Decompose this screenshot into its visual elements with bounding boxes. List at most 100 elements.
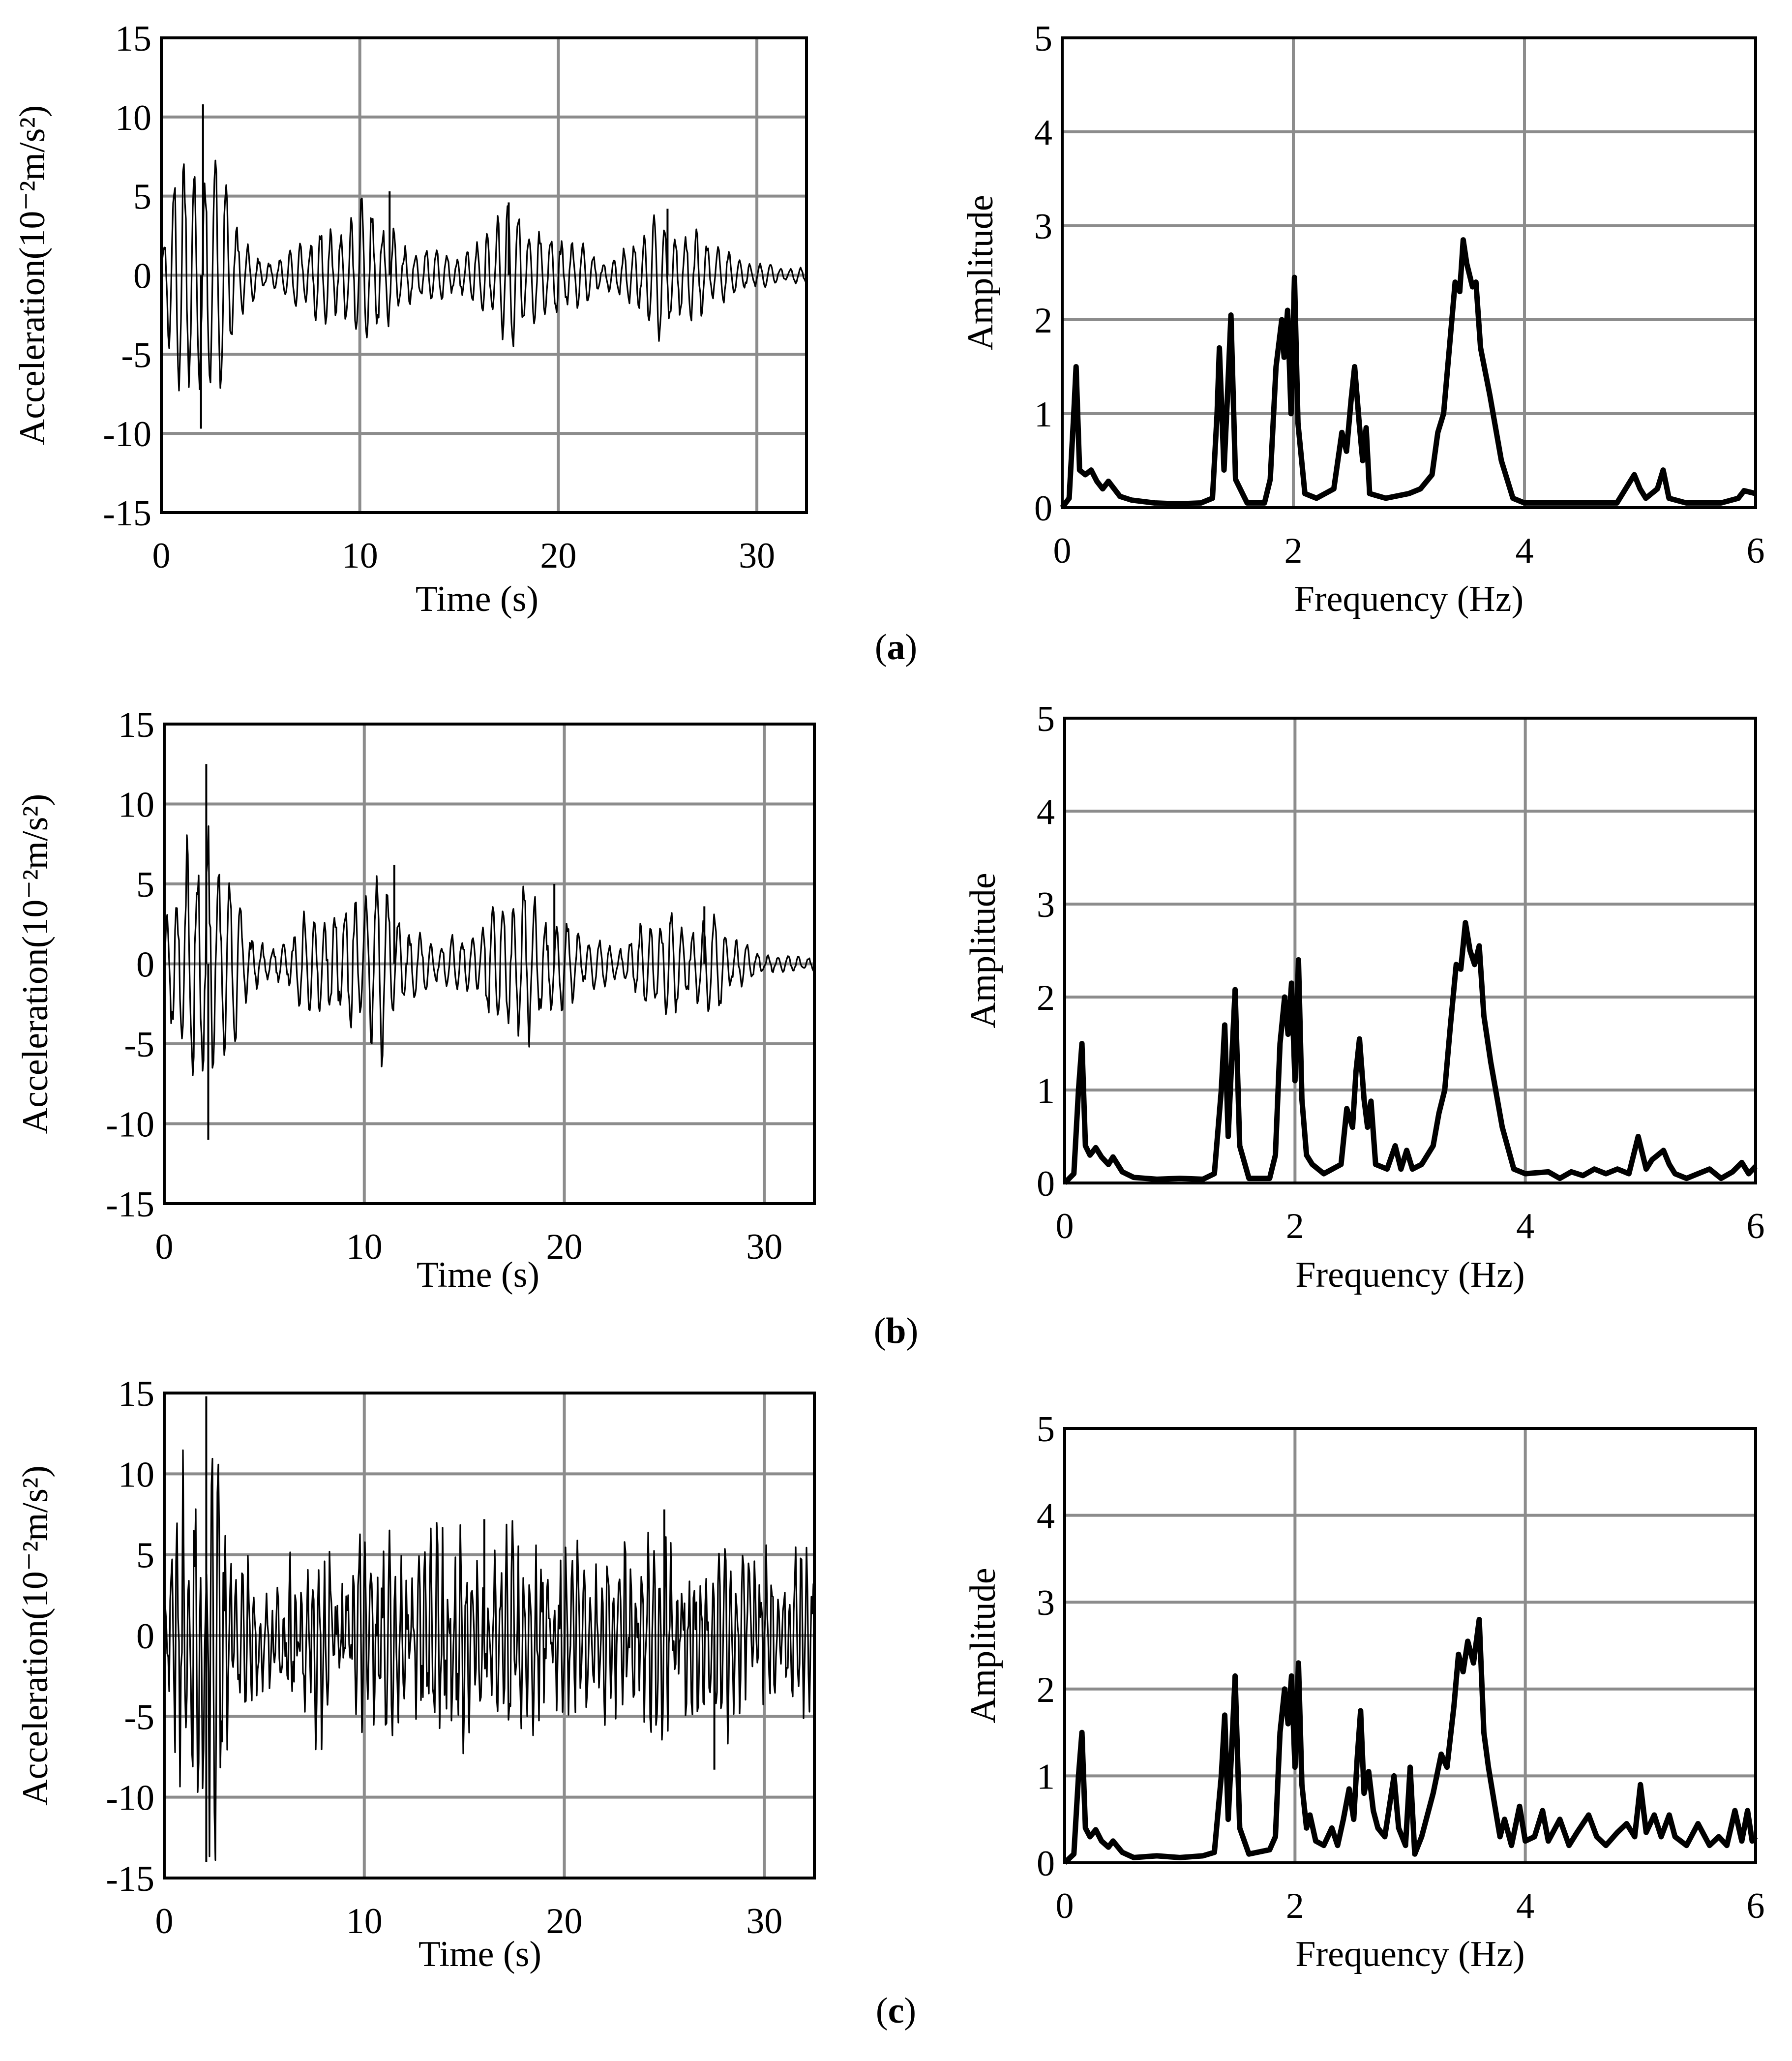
y-tick-label: 0	[1037, 1164, 1055, 1204]
y-tick-label: 15	[115, 19, 151, 59]
y-tick-label: -10	[106, 1105, 154, 1145]
y-tick-label: -5	[124, 1025, 154, 1065]
y-tick-label: 10	[118, 1455, 154, 1495]
y-tick-label: 15	[118, 705, 154, 745]
y-tick-label: -15	[106, 1184, 154, 1225]
panel-letter: b	[886, 1311, 906, 1351]
x-tick-label: 0	[1053, 531, 1072, 571]
y-tick-label: -5	[124, 1697, 154, 1737]
x-tick-label: 2	[1286, 1886, 1304, 1926]
x-tick-label: 6	[1747, 1886, 1765, 1926]
x-tick-label: 0	[1056, 1206, 1074, 1246]
y-axis-label: Acceleration(10⁻²m/s²)	[15, 1465, 56, 1806]
y-tick-label: 2	[1037, 1670, 1055, 1710]
y-tick-label: 5	[136, 865, 154, 905]
series-line	[1060, 237, 1757, 510]
x-tick-label: 20	[540, 536, 576, 576]
y-tick-label: 3	[1037, 1583, 1055, 1623]
y-tick-label: 5	[133, 177, 151, 217]
x-tick-label: 0	[155, 1227, 174, 1267]
y-axis-label: Amplitude	[963, 1568, 1003, 1724]
x-tick-label: 20	[546, 1227, 583, 1267]
x-tick-label: 30	[746, 1901, 782, 1941]
plot-frame	[163, 723, 816, 1205]
series-line	[1063, 1617, 1758, 1865]
x-tick-label: 10	[346, 1227, 383, 1267]
x-tick-label: 0	[155, 1901, 174, 1941]
y-tick-label: 4	[1034, 113, 1052, 153]
series-line	[1063, 920, 1758, 1185]
y-axis-label: Acceleration(10⁻²m/s²)	[12, 105, 53, 446]
x-tick-label: 30	[739, 536, 775, 576]
y-tick-label: 2	[1037, 978, 1055, 1018]
x-tick-label: 30	[746, 1227, 782, 1267]
x-tick-label: 20	[546, 1901, 583, 1941]
y-axis-label: Amplitude	[963, 873, 1003, 1029]
panel-letter: a	[887, 627, 905, 667]
plot-frame	[1061, 36, 1757, 509]
series-line	[160, 159, 807, 392]
chart-b-freq: 0 2 4 6 0 1 2 3 4 5 Frequency (Hz) Amplitude	[963, 699, 1765, 1295]
y-tick-label: 0	[133, 256, 151, 297]
x-tick-label: 6	[1747, 531, 1765, 571]
x-tick-label: 4	[1516, 1886, 1534, 1926]
x-tick-label: 4	[1516, 531, 1534, 571]
y-tick-label: 4	[1037, 792, 1055, 832]
x-axis-label: Frequency (Hz)	[1294, 579, 1523, 619]
y-tick-label: 3	[1034, 207, 1052, 247]
y-tick-label: 5	[1037, 1409, 1055, 1450]
x-axis-label: Time (s)	[418, 1934, 541, 1974]
x-tick-label: 2	[1284, 531, 1303, 571]
y-tick-label: 3	[1037, 885, 1055, 925]
series-line	[163, 825, 815, 1076]
y-tick-label: 0	[136, 1616, 154, 1657]
y-tick-label: -5	[121, 335, 151, 375]
plot-frame	[160, 36, 808, 514]
y-tick-label: 1	[1034, 394, 1052, 435]
x-tick-label: 2	[1286, 1206, 1304, 1246]
x-tick-label: 0	[1056, 1886, 1074, 1926]
chart-c-time: 0 10 20 30 -15 -10 -5 0 5 10 15 Time (s) Acceleratio…	[15, 1374, 816, 1974]
x-axis-label: Time (s)	[416, 579, 538, 619]
y-tick-label: 10	[118, 785, 154, 825]
y-tick-label: 5	[1037, 699, 1055, 739]
y-tick-label: 15	[118, 1374, 154, 1414]
x-tick-label: 6	[1747, 1206, 1765, 1246]
y-tick-label: 0	[1037, 1844, 1055, 1884]
y-tick-label: 2	[1034, 301, 1052, 341]
plot-frame	[1063, 1427, 1757, 1864]
y-tick-label: 0	[136, 945, 154, 985]
x-axis-label: Time (s)	[417, 1255, 539, 1295]
chart-a-time: 0 10 20 30 -15 -10 -5 0 5 10 15 Time (s) Acceleratio…	[12, 19, 808, 619]
y-tick-label: -15	[106, 1859, 154, 1899]
x-tick-label: 4	[1516, 1206, 1534, 1246]
x-tick-label: 10	[346, 1901, 383, 1941]
y-tick-label: 10	[115, 98, 151, 138]
chart-a-freq: 0 2 4 6 0 1 2 3 4 5 Frequency (Hz) Amplitude	[960, 19, 1765, 619]
y-tick-label: 5	[1034, 19, 1052, 59]
y-axis-label: Acceleration(10⁻²m/s²)	[15, 794, 56, 1134]
chart-b-time: 0 10 20 30 -15 -10 -5 0 5 10 15 Time (s) Acceleratio…	[15, 705, 816, 1295]
y-tick-label: 1	[1037, 1757, 1055, 1797]
x-axis-label: Frequency (Hz)	[1295, 1934, 1524, 1974]
plot-frame	[1063, 717, 1757, 1184]
x-axis-label: Frequency (Hz)	[1295, 1255, 1524, 1295]
y-tick-label: 1	[1037, 1071, 1055, 1111]
panel-letter: c	[888, 1991, 904, 2031]
panel-label-b: (b)	[874, 1311, 918, 1351]
plot-frame	[163, 1392, 816, 1879]
y-tick-label: 0	[1034, 488, 1052, 529]
panel-label-a: (a)	[875, 627, 917, 667]
chart-c-freq: 0 2 4 6 0 1 2 3 4 5 Frequency (Hz) Amplitude	[963, 1409, 1765, 1974]
y-axis-label: Amplitude	[960, 195, 1001, 351]
x-tick-label: 0	[152, 536, 171, 576]
x-tick-label: 10	[342, 536, 378, 576]
y-tick-label: -15	[103, 493, 151, 534]
y-tick-label: 4	[1037, 1496, 1055, 1537]
y-tick-label: -10	[106, 1778, 154, 1819]
y-tick-label: 5	[136, 1536, 154, 1576]
panel-label-c: (c)	[876, 1991, 916, 2031]
series-line	[163, 1449, 815, 1861]
y-tick-label: -10	[103, 414, 151, 455]
